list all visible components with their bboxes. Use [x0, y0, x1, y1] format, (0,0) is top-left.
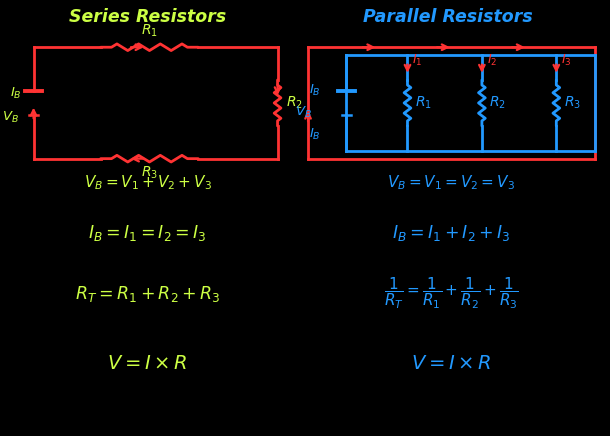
Text: $I_1$: $I_1$	[412, 53, 423, 68]
Text: $I_B = I_1 + I_2 + I_3$: $I_B = I_1 + I_2 + I_3$	[392, 223, 511, 243]
Text: $I_3$: $I_3$	[561, 53, 572, 68]
Text: $I_B$: $I_B$	[309, 127, 321, 142]
Text: $R_3$: $R_3$	[564, 95, 581, 111]
Text: $I_B$: $I_B$	[10, 86, 22, 101]
Text: $R_1$: $R_1$	[415, 95, 432, 111]
Text: $I_B = I_1 = I_2 = I_3$: $I_B = I_1 = I_2 = I_3$	[88, 223, 207, 243]
Text: $R_3$: $R_3$	[141, 165, 158, 181]
Text: $R_2$: $R_2$	[489, 95, 506, 111]
Text: $R_2$: $R_2$	[286, 95, 303, 111]
Text: $V_B = V_1 = V_2 = V_3$: $V_B = V_1 = V_2 = V_3$	[387, 174, 515, 192]
Text: $V_B$: $V_B$	[2, 110, 19, 125]
Text: $V_B = V_1 + V_2 + V_3$: $V_B = V_1 + V_2 + V_3$	[84, 174, 212, 192]
Text: $V_B$: $V_B$	[295, 105, 312, 120]
Text: Series Resistors: Series Resistors	[69, 8, 226, 26]
Text: $V = I \times R$: $V = I \times R$	[411, 354, 492, 373]
Text: $I_B$: $I_B$	[309, 83, 321, 99]
Text: $R_T = R_1 + R_2 + R_3$: $R_T = R_1 + R_2 + R_3$	[75, 284, 220, 304]
Text: $I_2$: $I_2$	[487, 53, 497, 68]
Text: $\dfrac{1}{R_T} = \dfrac{1}{R_1} + \dfrac{1}{R_2} + \dfrac{1}{R_3}$: $\dfrac{1}{R_T} = \dfrac{1}{R_1} + \dfra…	[384, 276, 519, 311]
Text: $R_1$: $R_1$	[141, 23, 158, 39]
Text: $V = I \times R$: $V = I \times R$	[107, 354, 188, 373]
Text: Parallel Resistors: Parallel Resistors	[364, 8, 533, 26]
